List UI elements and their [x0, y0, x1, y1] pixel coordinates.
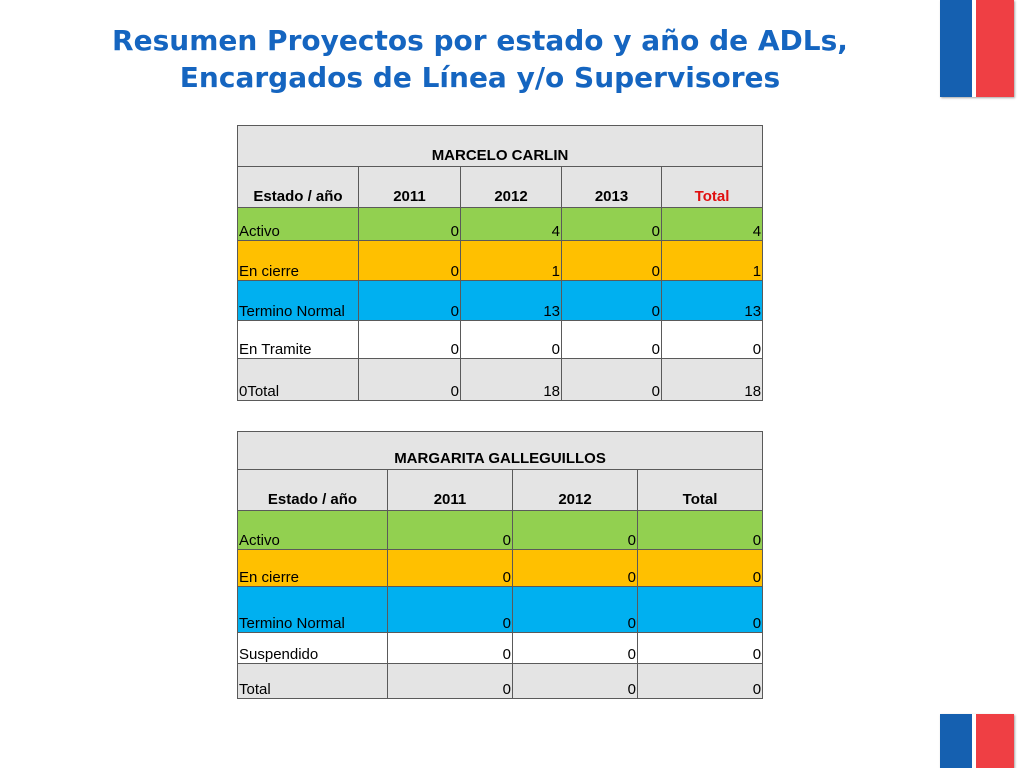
table-cell: 0: [358, 280, 461, 321]
column-header: 2013: [561, 166, 662, 208]
column-header: Total: [660, 166, 764, 208]
slide-title-line-1: Resumen Proyectos por estado y año de AD…: [112, 24, 848, 57]
table-marcelo-carlin: MARCELO CARLIN Estado / año 2011 2012 20…: [236, 125, 764, 401]
column-header: Estado / año: [237, 166, 359, 208]
table-cell: 0: [358, 240, 461, 281]
table-cell: 0: [512, 586, 638, 633]
table-cell: 0: [387, 586, 513, 633]
row-label: En cierre: [237, 549, 388, 587]
table-cell: 0: [387, 632, 513, 664]
table-cell: 0: [358, 320, 461, 359]
table-cell: 1: [660, 240, 764, 281]
row-label: Activo: [237, 510, 388, 550]
table-cell: 4: [460, 207, 562, 241]
row-label: En Tramite: [237, 320, 359, 359]
table-cell: 0: [561, 240, 662, 281]
table-cell: 1: [460, 240, 562, 281]
table-cell: 0: [660, 320, 764, 359]
table-cell: 0: [561, 280, 662, 321]
table-row: Activo 0 4 0 4: [237, 207, 764, 241]
row-label: Total: [237, 663, 388, 699]
table-cell: 0: [512, 510, 638, 550]
table-cell: 0: [358, 207, 461, 241]
column-header: 2011: [358, 166, 461, 208]
table-cell: 0: [512, 632, 638, 664]
column-header: Estado / año: [237, 469, 388, 511]
table-cell: 0: [636, 510, 764, 550]
table-cell: 4: [660, 207, 764, 241]
table-row: 0Total 0 18 0 18: [237, 358, 764, 401]
column-header: 2012: [460, 166, 562, 208]
table-cell: 0: [636, 663, 764, 699]
table-cell: 0: [387, 510, 513, 550]
table-row: Activo 0 0 0: [237, 510, 764, 550]
row-label: 0Total: [237, 358, 359, 401]
table-cell: 0: [561, 320, 662, 359]
table-title: MARCELO CARLIN: [236, 125, 764, 167]
table-cell: 13: [660, 280, 764, 321]
column-header: 2011: [387, 469, 513, 511]
table-row: Total 0 0 0: [237, 663, 764, 699]
flag-logo-bottom: [940, 714, 1014, 768]
table-cell: 0: [636, 549, 764, 587]
table-row: Termino Normal 0 13 0 13: [237, 280, 764, 321]
table-cell: 0: [387, 549, 513, 587]
slide-title-line-2: Encargados de Línea y/o Supervisores: [179, 61, 781, 94]
row-label: Suspendido: [237, 632, 388, 664]
table-cell: 18: [660, 358, 764, 401]
table-cell: 0: [636, 632, 764, 664]
table-cell: 13: [460, 280, 562, 321]
table-cell: 0: [512, 549, 638, 587]
column-header: Total: [636, 469, 764, 511]
row-label: Activo: [237, 207, 359, 241]
table-row: En cierre 0 1 0 1: [237, 240, 764, 281]
table-cell: 0: [358, 358, 461, 401]
table-row: Suspendido 0 0 0: [237, 632, 764, 664]
table-row: En cierre 0 0 0: [237, 549, 764, 587]
row-label: En cierre: [237, 240, 359, 281]
table-cell: 0: [636, 586, 764, 633]
row-label: Termino Normal: [237, 280, 359, 321]
table-cell: 0: [512, 663, 638, 699]
table-cell: 0: [460, 320, 562, 359]
row-label: Termino Normal: [237, 586, 388, 633]
table-margarita-galleguillos: MARGARITA GALLEGUILLOS Estado / año 2011…: [236, 431, 764, 699]
slide-title: Resumen Proyectos por estado y año de AD…: [60, 22, 900, 96]
table-row: En Tramite 0 0 0 0: [237, 320, 764, 359]
table-row: Termino Normal 0 0 0: [237, 586, 764, 633]
flag-logo-top: [940, 0, 1014, 97]
column-header: 2012: [512, 469, 638, 511]
table-cell: 18: [460, 358, 562, 401]
table-title: MARGARITA GALLEGUILLOS: [236, 431, 764, 470]
table-cell: 0: [561, 207, 662, 241]
table-cell: 0: [387, 663, 513, 699]
table-cell: 0: [561, 358, 662, 401]
